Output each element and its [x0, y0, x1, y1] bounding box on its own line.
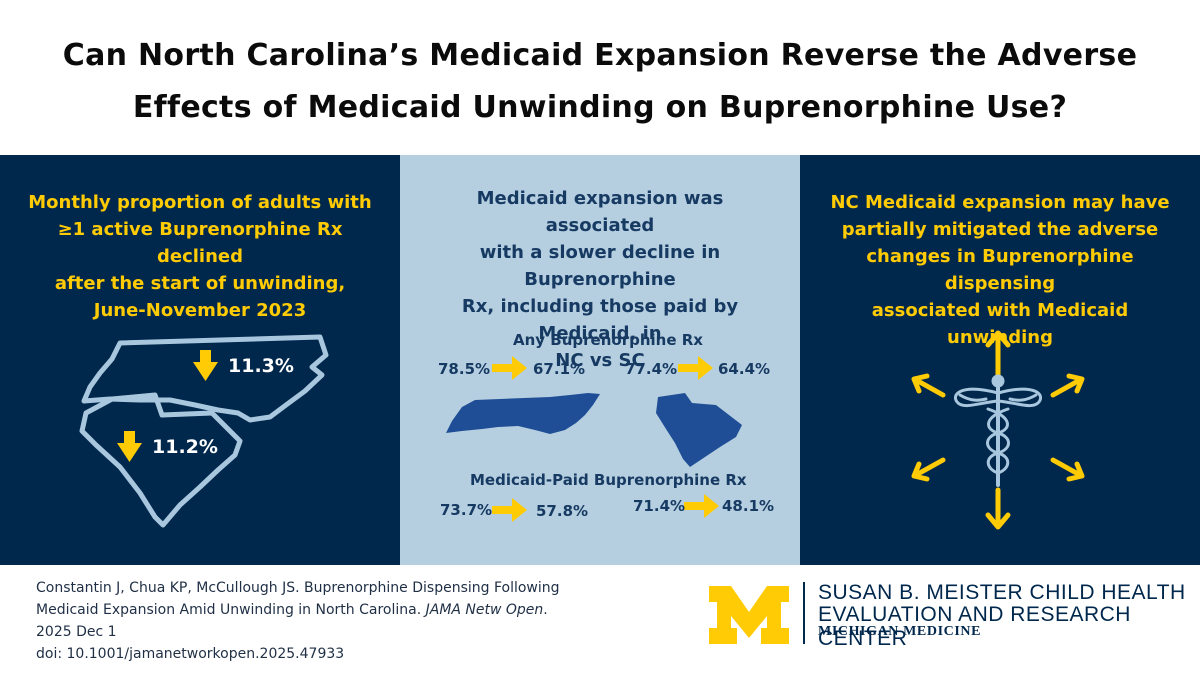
middle-heading-line: Rx, including those paid by Medicaid, in	[461, 296, 739, 344]
middle-panel: Medicaid expansion was associated with a…	[400, 155, 800, 565]
left-panel: Monthly proportion of adults with ≥1 act…	[0, 155, 400, 565]
med-nc-to-value: 57.8%	[536, 502, 589, 520]
title-area: Can North Carolina’s Medicaid Expansion …	[0, 0, 1200, 155]
right-heading-line: partially mitigated the adverse	[841, 219, 1159, 240]
right-heading: NC Medicaid expansion may have partially…	[820, 189, 1180, 351]
nc-decline-value: 11.3%	[228, 355, 294, 377]
right-panel: NC Medicaid expansion may have partially…	[800, 155, 1200, 565]
logo-divider	[803, 582, 805, 644]
left-heading-line: ≥1 active Buprenorphine Rx declined	[57, 219, 343, 267]
title-line-1: Can North Carolina’s Medicaid Expansion …	[62, 38, 1138, 73]
title-line-2: Effects of Medicaid Unwinding on Bupreno…	[132, 90, 1068, 125]
med-sc-to-value: 48.1%	[722, 497, 775, 515]
right-heading-line: changes in Buprenorphine dispensing	[866, 246, 1134, 294]
nc-outline-icon	[81, 334, 329, 423]
org-name-line-1: SUSAN B. MEISTER CHILD HEALTH	[818, 581, 1186, 604]
block-m-logo	[709, 586, 789, 644]
any-nc-to-value: 67.1%	[533, 360, 586, 378]
left-heading: Monthly proportion of adults with ≥1 act…	[20, 189, 380, 324]
any-sc-from-value: 77.4%	[625, 360, 678, 378]
sc-decline-value: 11.2%	[152, 436, 218, 458]
middle-heading-line: Medicaid expansion was associated	[476, 188, 724, 236]
med-sc-from-value: 71.4%	[633, 497, 686, 515]
sc-outline-icon	[79, 392, 243, 528]
right-arrow-icon	[684, 494, 719, 518]
medicaid-paid-buprenorphine-label: Medicaid-Paid Buprenorphine Rx	[470, 471, 747, 489]
middle-heading-line: with a slower decline in Buprenorphine	[479, 242, 721, 290]
citation-punctuation: .	[543, 602, 548, 618]
citation-line-1: Constantin J, Chua KP, McCullough JS. Bu…	[36, 580, 560, 596]
any-buprenorphine-label: Any Buprenorphine Rx	[513, 331, 703, 349]
caduceus-icon	[953, 374, 1043, 487]
right-arrow-icon	[678, 356, 713, 380]
org-name-line-2: EVALUATION AND RESEARCH CENTER	[818, 603, 1131, 650]
citation-line-2: Medicaid Expansion Amid Unwinding in Nor…	[36, 602, 548, 618]
caduceus-graphic	[911, 330, 1085, 530]
any-nc-from-value: 78.5%	[438, 360, 491, 378]
block-m-icon	[709, 586, 789, 644]
arrows-outward-icon	[911, 330, 1085, 530]
state-outlines-graphic	[79, 334, 329, 528]
left-heading-line: June-November 2023	[93, 300, 307, 321]
med-nc-from-value: 73.7%	[440, 501, 493, 519]
middle-heading: Medicaid expansion was associated with a…	[420, 185, 780, 374]
middle-heading-line: NC vs SC	[555, 350, 645, 371]
sc-state-icon	[656, 393, 742, 467]
nc-down-arrow-icon	[193, 350, 218, 381]
citation-title: Medicaid Expansion Amid Unwinding in Nor…	[36, 602, 422, 618]
left-heading-line: Monthly proportion of adults with	[28, 192, 372, 213]
right-heading-line: NC Medicaid expansion may have	[830, 192, 1170, 213]
left-heading-line: after the start of unwinding,	[54, 273, 346, 294]
right-arrow-icon	[492, 356, 527, 380]
footer	[0, 565, 1200, 675]
nc-state-icon	[446, 393, 600, 434]
right-arrow-icon	[492, 498, 527, 522]
any-sc-to-value: 64.4%	[718, 360, 771, 378]
state-comparison-graphic	[446, 356, 742, 522]
sc-down-arrow-icon	[117, 431, 142, 462]
citation-doi: doi: 10.1001/jamanetworkopen.2025.47933	[36, 646, 345, 662]
citation-journal: JAMA Netw Open	[425, 602, 544, 618]
citation-line-3: 2025 Dec 1	[36, 624, 117, 640]
org-name-line-3: MICHIGAN MEDICINE	[818, 624, 982, 639]
